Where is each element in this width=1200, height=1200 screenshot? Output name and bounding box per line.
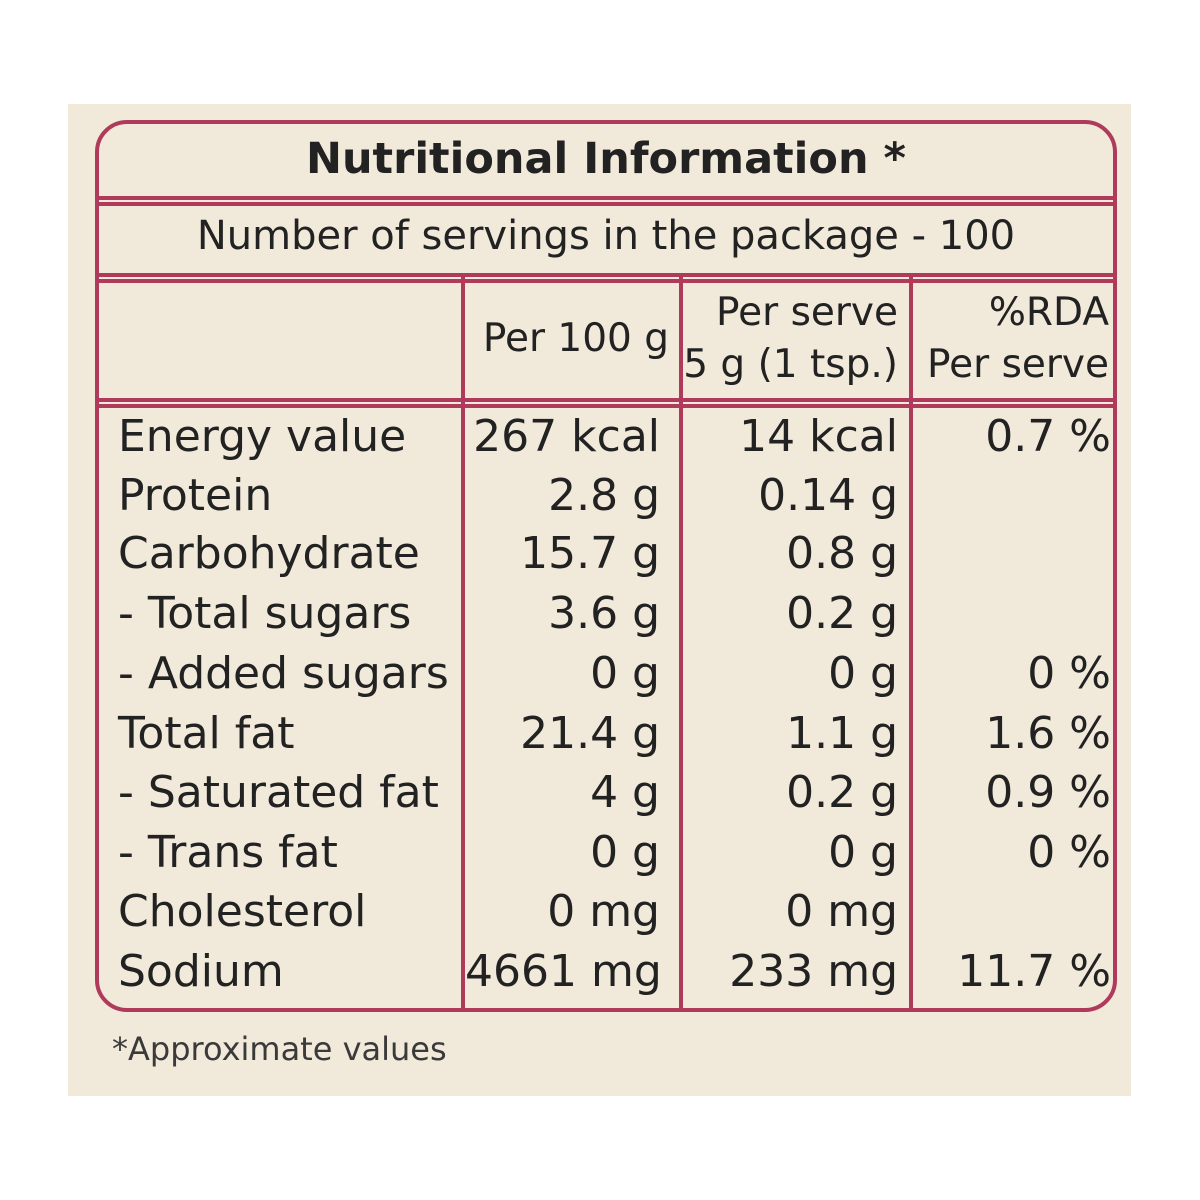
nutrient-value-per100: 3.6 g [548, 588, 660, 639]
nutrient-label: Protein [118, 470, 273, 521]
table-title: Nutritional Information * [305, 134, 907, 184]
nutrient-label: - Added sugars [118, 648, 449, 699]
nutrient-label: - Saturated fat [118, 767, 439, 818]
nutrient-value-per100: 4 g [590, 767, 660, 818]
nutrient-value-perserve: 0.8 g [786, 528, 898, 579]
col-header-per-serve: Per serve [716, 290, 898, 335]
nutrient-value-per100: 0 g [590, 827, 660, 878]
col-header-rda: %RDA [988, 290, 1109, 335]
nutrient-value-perserve: 0 mg [785, 886, 898, 937]
col-header-rda-per-serve: Per serve [927, 342, 1109, 387]
nutrient-label: Energy value [118, 411, 407, 462]
nutrient-label: Cholesterol [118, 886, 367, 937]
nutrient-value-perserve: 14 kcal [739, 411, 898, 462]
divider-line [99, 398, 1113, 402]
nutrient-value-rda: 0.9 % [985, 767, 1111, 818]
nutrient-value-per100: 0 g [590, 648, 660, 699]
nutrient-value-perserve: 0 g [828, 827, 898, 878]
col-header-per-100g: Per 100 g [482, 316, 669, 361]
nutrient-value-per100: 15.7 g [520, 528, 660, 579]
nutrient-value-perserve: 233 mg [729, 946, 898, 997]
nutrient-value-perserve: 1.1 g [786, 708, 898, 759]
nutrient-value-rda: 11.7 % [957, 946, 1111, 997]
nutrition-table: Nutritional Information * Number of serv… [95, 120, 1117, 1012]
nutrient-value-rda: 1.6 % [985, 708, 1111, 759]
column-divider [461, 277, 465, 1008]
nutrient-value-per100: 0 mg [547, 886, 660, 937]
nutrient-label: - Total sugars [118, 588, 412, 639]
nutrient-label: - Trans fat [118, 827, 338, 878]
footnote: *Approximate values [112, 1030, 447, 1068]
nutrient-value-per100: 2.8 g [548, 470, 660, 521]
column-divider [909, 277, 913, 1008]
nutrient-value-perserve: 0.2 g [786, 588, 898, 639]
nutrient-value-perserve: 0.14 g [758, 470, 898, 521]
col-header-per-serve-size: 5 g (1 tsp.) [683, 342, 898, 387]
label-background [68, 104, 1131, 1096]
divider-line [99, 196, 1113, 200]
nutrient-value-per100: 4661 mg [465, 946, 662, 997]
nutrient-value-perserve: 0 g [828, 648, 898, 699]
divider-line [99, 202, 1113, 206]
nutrient-value-rda: 0 % [1027, 648, 1111, 699]
servings-count: Number of servings in the package - 100 [196, 213, 1016, 259]
nutrient-value-per100: 21.4 g [520, 708, 660, 759]
nutrient-label: Total fat [118, 708, 295, 759]
nutrient-value-perserve: 0.2 g [786, 767, 898, 818]
column-divider [679, 277, 683, 1008]
divider-line [99, 273, 1113, 277]
nutrient-value-rda: 0 % [1027, 827, 1111, 878]
nutrient-value-per100: 267 kcal [473, 411, 660, 462]
nutrient-label: Carbohydrate [118, 528, 420, 579]
divider-line [99, 404, 1113, 408]
divider-line [99, 279, 1113, 283]
nutrient-label: Sodium [118, 946, 284, 997]
nutrient-value-rda: 0.7 % [985, 411, 1111, 462]
